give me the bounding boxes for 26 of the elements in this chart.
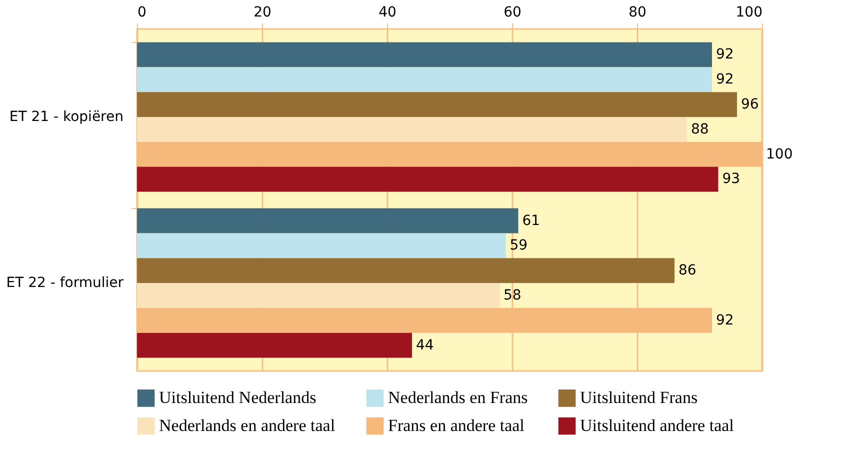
x-tick-label: 80: [628, 4, 646, 20]
x-tick-label: 100: [736, 4, 762, 20]
x-tick-label: 60: [504, 4, 522, 20]
x-tick-label: 20: [254, 4, 272, 20]
data-label: 59: [510, 238, 528, 254]
legend-label: Uitsluitend andere taal: [580, 416, 734, 435]
x-tick-label: 0: [138, 4, 146, 20]
data-label: 92: [716, 46, 734, 63]
data-label: 86: [678, 262, 696, 279]
legend-label: Nederlands en andere taal: [159, 416, 336, 435]
data-label: 92: [716, 312, 734, 328]
legend-label: Frans en andere taal: [388, 416, 525, 435]
legend-label: Uitsluitend Nederlands: [159, 388, 316, 408]
data-label: 44: [416, 337, 434, 354]
legend-label: Uitsluitend Frans: [580, 388, 698, 408]
y-tick-label: ET 21 - kopiëren: [9, 108, 124, 125]
data-label: 92: [716, 72, 734, 88]
legend-label: Nederlands en Frans: [388, 388, 528, 408]
data-label: 100: [766, 146, 793, 162]
data-label: 96: [741, 96, 759, 113]
x-tick-label: 40: [378, 4, 396, 20]
y-tick-label: ET 22 - formulier: [6, 275, 124, 292]
data-label: 58: [504, 287, 522, 304]
data-label: 93: [722, 171, 740, 188]
data-label: 88: [691, 121, 709, 138]
data-label: 61: [522, 212, 540, 229]
